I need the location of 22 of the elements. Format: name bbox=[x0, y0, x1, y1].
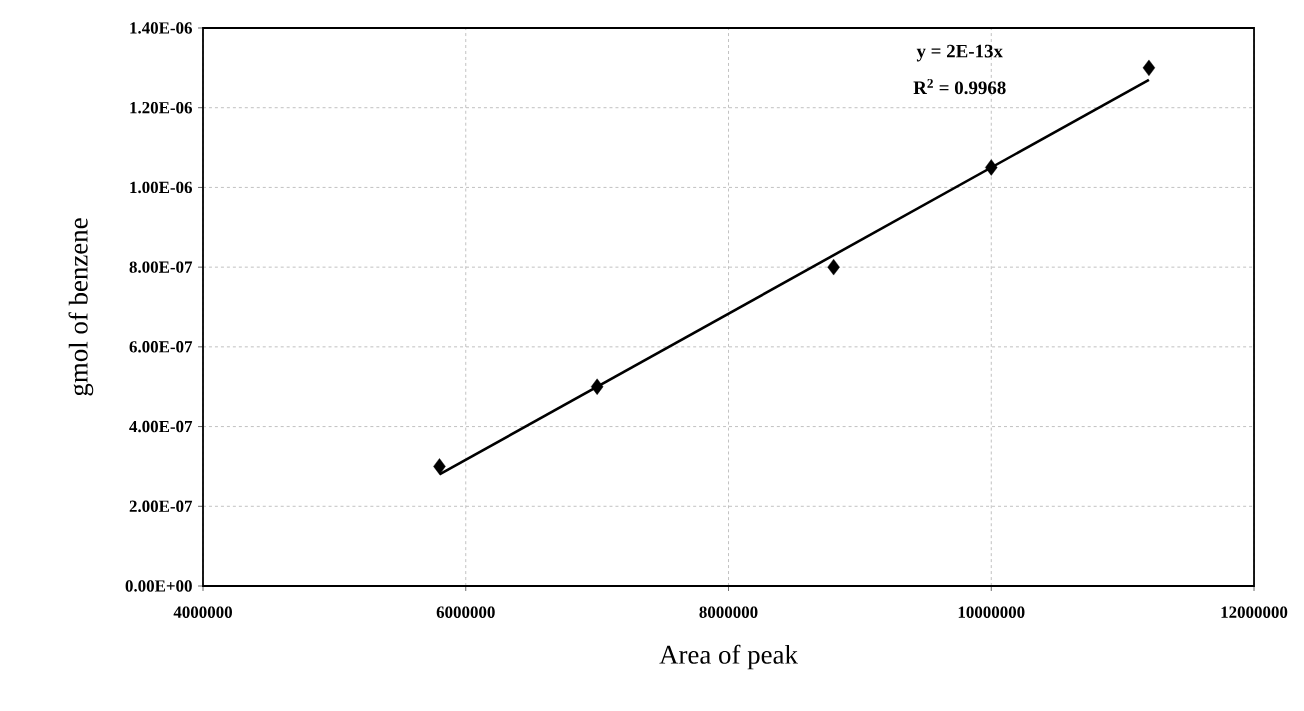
x-tick-label: 8000000 bbox=[699, 606, 758, 618]
y-tick-label: 0.00E+00 bbox=[125, 580, 192, 592]
point bbox=[827, 258, 840, 276]
y-axis-title: gmol of benzene bbox=[68, 218, 94, 396]
annotation: R$^{2}$ = 0.9968 bbox=[913, 78, 1006, 95]
y-tick-label: 4.00E-07 bbox=[129, 420, 193, 433]
x-tick-label: 4000000 bbox=[173, 606, 232, 618]
y-tick-label: 2.00E-07 bbox=[129, 500, 193, 513]
x-tick-label: 12000000 bbox=[1221, 606, 1288, 618]
point bbox=[433, 458, 446, 475]
y-tick-label: 1.20E-06 bbox=[130, 101, 193, 114]
annotation: y = 2E-13x bbox=[916, 44, 1003, 62]
y-tick-label: 1.00E-06 bbox=[130, 181, 193, 194]
x-axis-title: Area of peak bbox=[659, 644, 798, 670]
point bbox=[985, 159, 998, 176]
point bbox=[1142, 59, 1156, 77]
y-tick-label: 6.00E-07 bbox=[129, 341, 193, 353]
y-tick-label: 8.00E-07 bbox=[129, 261, 193, 273]
x-tick-label: 10000000 bbox=[958, 606, 1025, 618]
point bbox=[590, 378, 604, 395]
y-tick-label: 1.40E-06 bbox=[130, 22, 193, 34]
x-tick-label: 6000000 bbox=[436, 606, 495, 618]
